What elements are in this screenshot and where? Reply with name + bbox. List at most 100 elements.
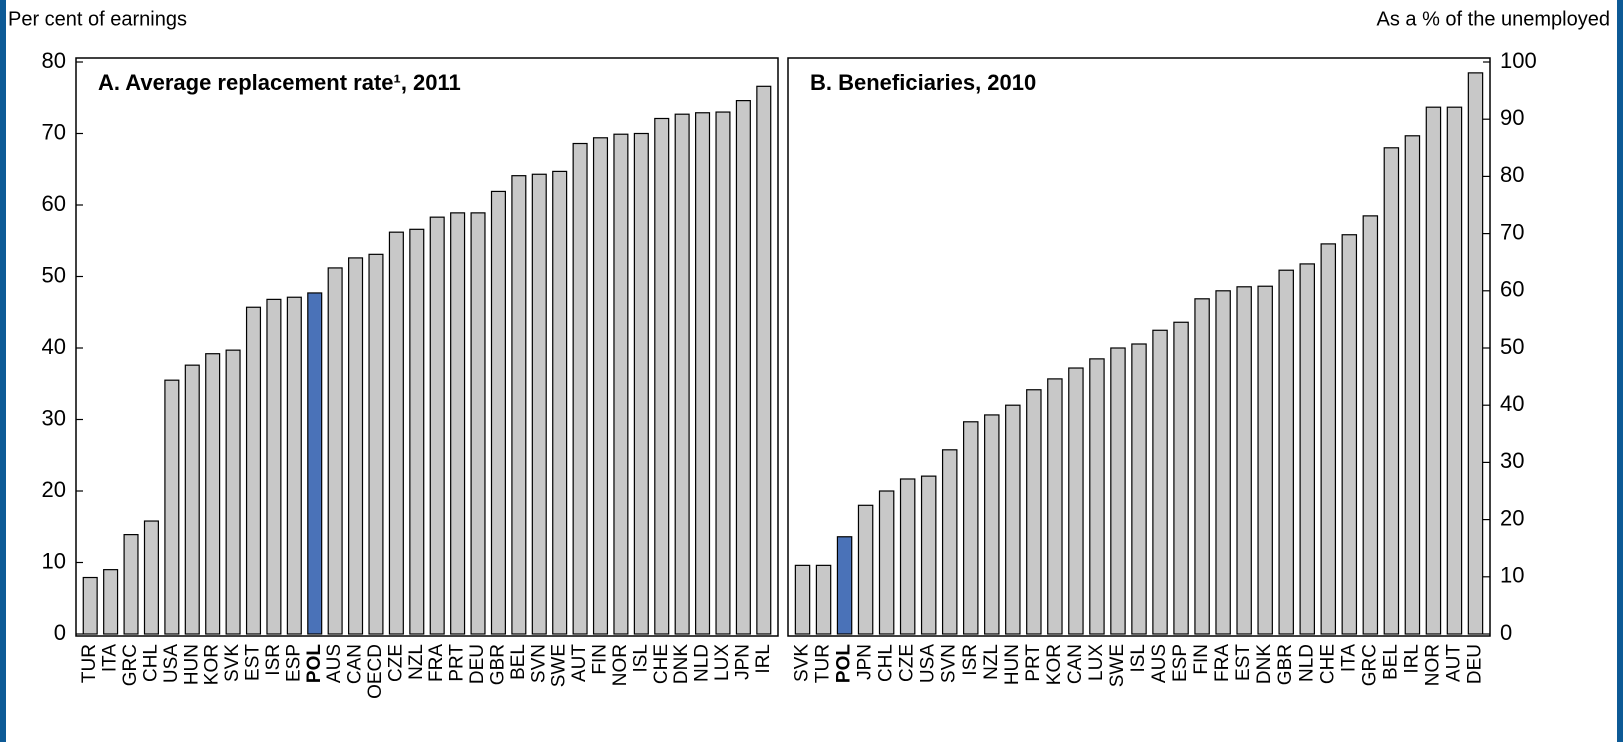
bar [1131, 343, 1147, 635]
x-tick-label: BEL [1380, 644, 1401, 680]
bar [1005, 404, 1021, 635]
bar [470, 212, 486, 635]
x-tick-label: NOR [610, 644, 631, 686]
x-tick-label: POL [304, 644, 325, 683]
bar [245, 306, 262, 635]
x-tick-label: CHL [140, 644, 161, 682]
bar [225, 349, 241, 635]
bar [82, 576, 98, 635]
bar [1173, 321, 1189, 635]
x-tick-label: NOR [1422, 644, 1443, 686]
y-tick-label: 40 [42, 334, 66, 359]
bar [307, 292, 323, 635]
y-tick-label: 80 [1500, 162, 1524, 187]
x-tick-label: FIN [1191, 644, 1212, 675]
bar [756, 85, 772, 635]
bar [984, 414, 1000, 635]
x-tick-label: EST [1233, 644, 1254, 681]
bar [1236, 286, 1252, 635]
panel-title: B. Beneficiaries, 2010 [810, 70, 1036, 95]
bar [143, 520, 159, 635]
bar [963, 421, 979, 635]
y-axis-label: As a % of the unemployed [1377, 8, 1610, 30]
x-tick-label: AUS [1149, 644, 1170, 683]
bar [1383, 147, 1400, 635]
bar [368, 253, 384, 635]
x-tick-label: NLD [1296, 644, 1317, 682]
x-tick-label: CAN [345, 644, 366, 684]
x-tick-label: AUT [1443, 644, 1464, 682]
bar [205, 353, 221, 635]
panel-frame [75, 57, 779, 637]
bar [266, 298, 282, 635]
bar [184, 364, 200, 635]
y-tick-label: 50 [1500, 334, 1524, 359]
y-tick-label: 100 [1500, 48, 1537, 73]
bar [715, 111, 731, 635]
x-tick-label: SWE [1107, 644, 1128, 687]
x-tick-label: SVK [792, 644, 813, 682]
bar [878, 490, 895, 635]
x-tick-label: CZE [897, 644, 918, 682]
x-tick-label: PRT [447, 644, 468, 682]
bar [1152, 329, 1168, 635]
x-tick-label: GBR [487, 644, 508, 685]
x-tick-label: USA [161, 644, 182, 683]
x-tick-label: TUR [813, 644, 834, 683]
x-tick-label: PRT [1023, 644, 1044, 682]
x-tick-label: CHL [876, 644, 897, 682]
bar [511, 175, 527, 635]
bar [409, 228, 425, 635]
bar [1278, 269, 1294, 635]
bar [836, 536, 853, 635]
x-tick-label: IRL [1401, 644, 1422, 674]
y-tick-label: 60 [42, 191, 66, 216]
x-tick-label: ISR [960, 644, 981, 676]
y-tick-label: 70 [42, 119, 66, 144]
x-tick-label: KOR [1044, 644, 1065, 685]
bar [388, 231, 404, 635]
x-tick-label: NZL [406, 644, 427, 680]
x-tick-label: CZE [385, 644, 406, 682]
bar [123, 534, 139, 635]
bar [1047, 378, 1063, 635]
x-tick-label: SWE [549, 644, 570, 687]
x-tick-label: JPN [732, 644, 753, 680]
x-tick-label: OECD [365, 644, 386, 699]
y-tick-label: 10 [42, 548, 66, 573]
x-tick-label: ISL [1128, 644, 1149, 673]
x-tick-label: DEU [1465, 644, 1486, 684]
x-tick-label: FRA [1212, 644, 1233, 682]
y-tick-label: 90 [1500, 105, 1524, 130]
x-tick-label: ISR [263, 644, 284, 676]
bar [1110, 347, 1126, 635]
bar [899, 478, 916, 635]
panel-frame [787, 57, 1491, 637]
bar [633, 132, 649, 635]
x-tick-label: NZL [981, 644, 1002, 680]
bar [695, 112, 711, 635]
bar [920, 475, 937, 635]
bar [815, 564, 832, 635]
y-axis-label: Per cent of earnings [8, 8, 187, 30]
bar [674, 113, 690, 635]
x-tick-label: ITA [100, 644, 121, 672]
y-tick-label: 20 [42, 477, 66, 502]
y-tick-label: 60 [1500, 277, 1524, 302]
x-tick-label: AUS [324, 644, 345, 683]
bar [1425, 106, 1442, 635]
x-tick-label: TUR [79, 644, 100, 683]
x-tick-label: ITA [1338, 644, 1359, 672]
x-tick-label: CAN [1065, 644, 1086, 684]
x-tick-label: EST [243, 644, 264, 681]
y-tick-label: 70 [1500, 219, 1524, 244]
bar [1257, 285, 1273, 635]
bar [654, 117, 670, 635]
x-tick-label: LUX [712, 644, 733, 681]
bar [490, 190, 506, 635]
x-tick-label: DNK [1254, 644, 1275, 684]
bar [1467, 72, 1484, 635]
y-tick-label: 50 [42, 262, 66, 287]
bar [450, 212, 466, 635]
bar [1215, 290, 1231, 635]
